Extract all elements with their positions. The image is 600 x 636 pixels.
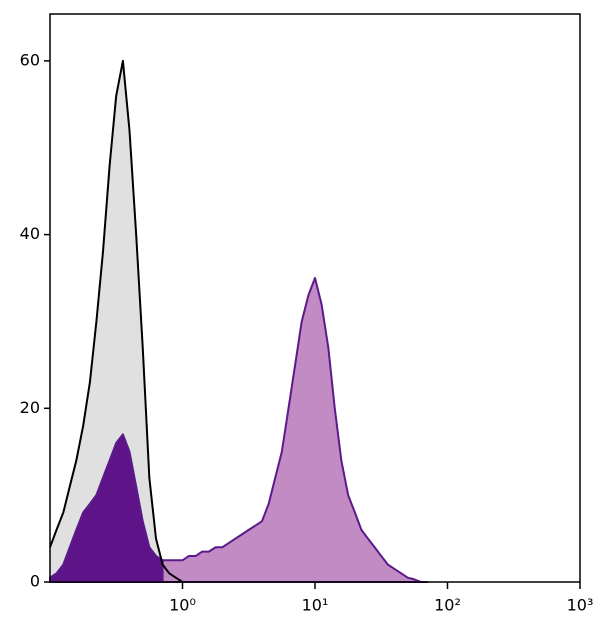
y-tick-label: 20 bbox=[20, 398, 40, 417]
histogram-outline bbox=[49, 59, 184, 583]
x-tick-label: 10³ bbox=[567, 596, 594, 615]
y-tick-label: 40 bbox=[20, 224, 40, 243]
x-tick-label: 10² bbox=[434, 596, 461, 615]
x-tick-label: 10¹ bbox=[302, 596, 329, 615]
y-tick-label: 60 bbox=[20, 50, 40, 69]
histogram-area bbox=[49, 433, 164, 583]
y-tick-label: 0 bbox=[30, 572, 40, 591]
histogram-area bbox=[161, 277, 429, 583]
histogram-area bbox=[50, 60, 183, 582]
x-tick-label: 10⁰ bbox=[169, 596, 196, 615]
